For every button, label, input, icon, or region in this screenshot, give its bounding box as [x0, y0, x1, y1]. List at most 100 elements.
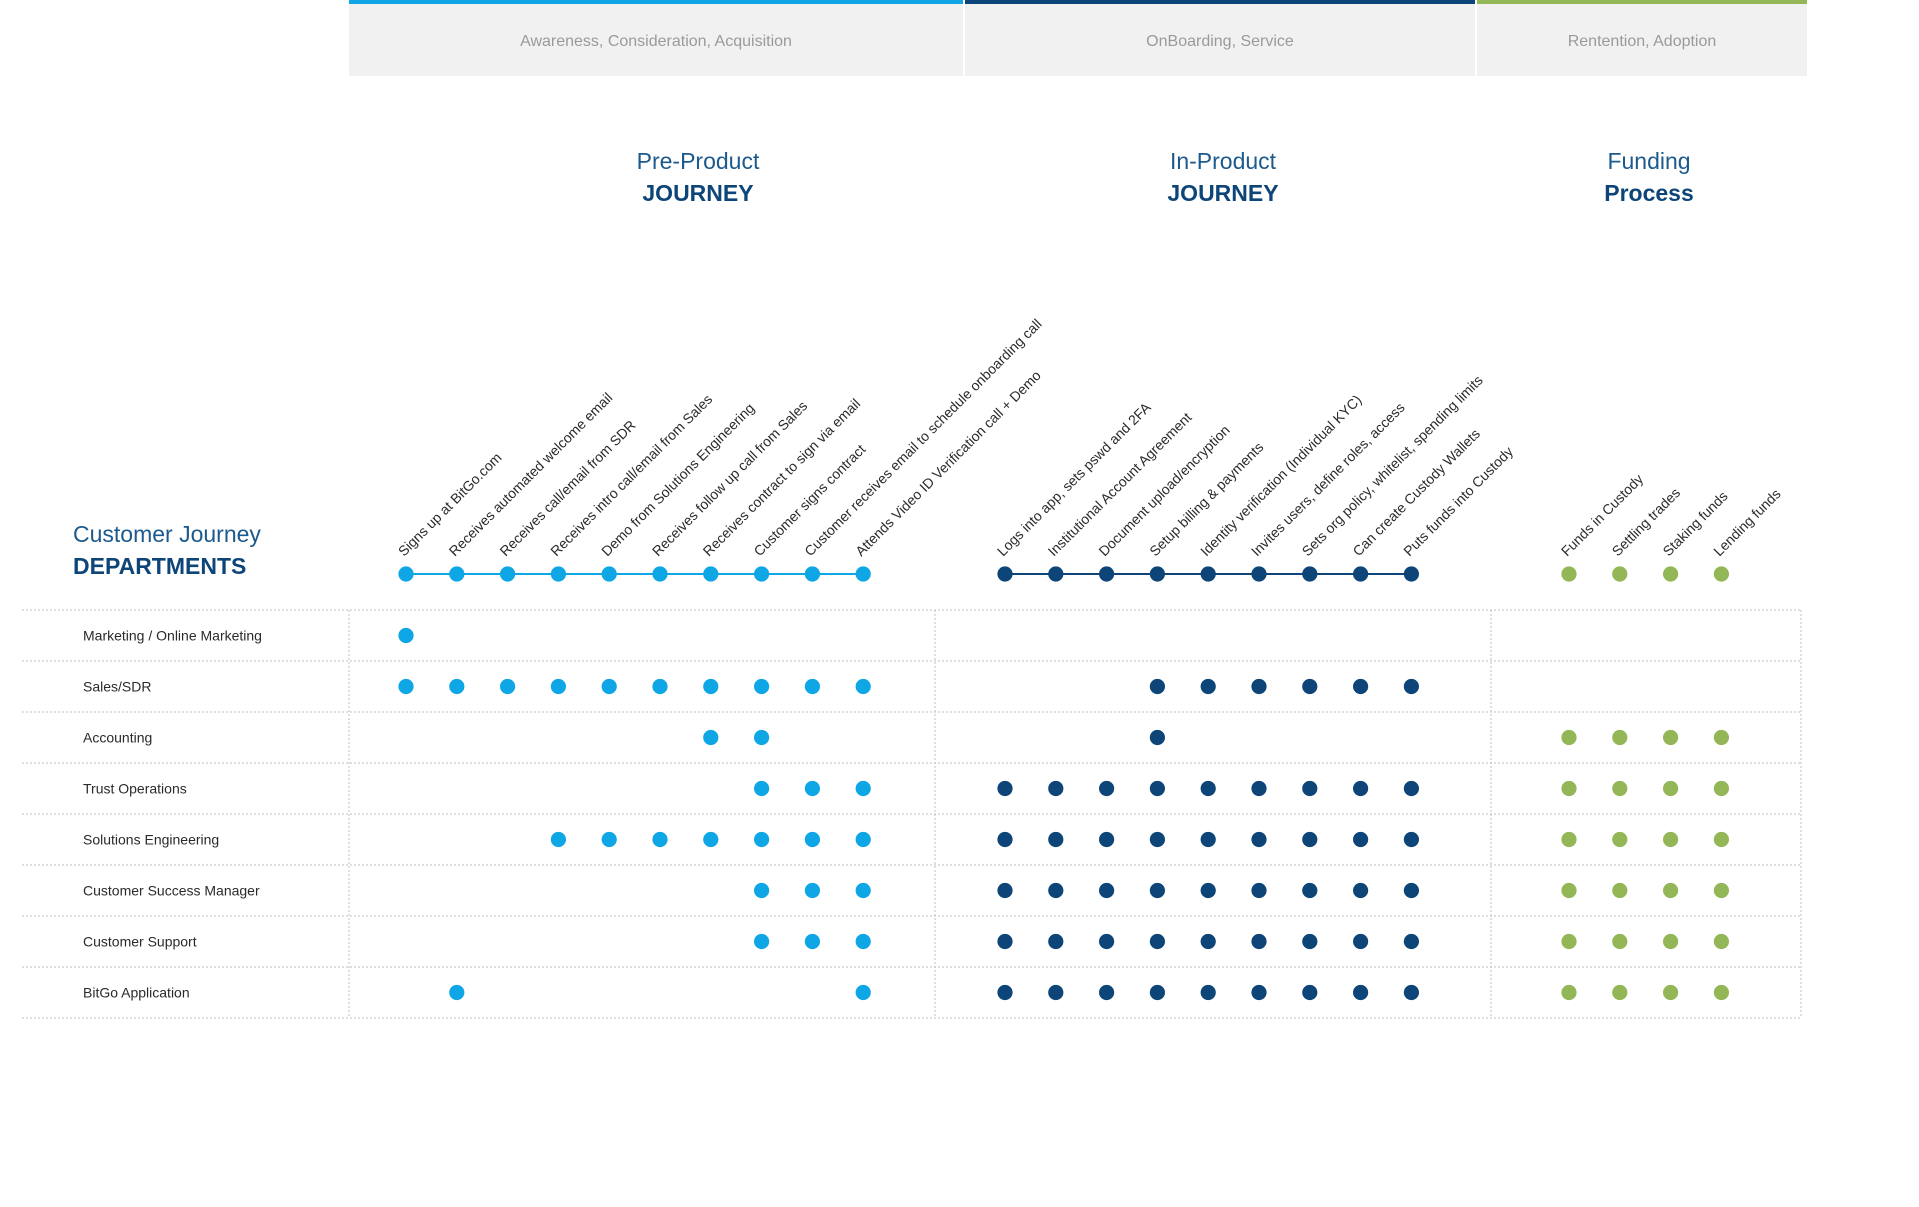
dept-dot-fund [1561, 780, 1577, 797]
dept-dot-pre [652, 831, 668, 848]
dept-dot-pre [754, 831, 770, 848]
dept-dot-pre [703, 678, 719, 695]
dept-dot-fund [1561, 882, 1577, 899]
dept-dot-in [1403, 780, 1419, 797]
dept-dot-fund [1561, 729, 1577, 746]
timeline-dot-in [1353, 566, 1369, 582]
dept-dot-in [1048, 933, 1064, 950]
dept-dot-pre [449, 678, 465, 695]
dept-dot-in [1353, 780, 1369, 797]
dept-dot-fund [1561, 831, 1577, 848]
timeline-dot-pre [855, 566, 871, 582]
phase-label-fund: Rentention, Adoption [1568, 33, 1717, 50]
dept-dot-fund [1612, 882, 1628, 899]
phase-label-in: OnBoarding, Service [1146, 33, 1294, 50]
dept-dot-fund [1612, 831, 1628, 848]
dept-dot-in [1048, 882, 1064, 899]
dept-dot-in [997, 831, 1013, 848]
dept-dot-in [1403, 933, 1419, 950]
dept-dot-in [1099, 984, 1115, 1001]
pre-product-subtitle: JOURNEY [642, 180, 753, 206]
dept-dot-in [1353, 984, 1369, 1001]
dept-dot-in [997, 882, 1013, 899]
department-label: BitGo Application [83, 985, 190, 1001]
dept-dot-in [1403, 882, 1419, 899]
dept-dot-pre [449, 984, 465, 1001]
dept-dot-pre [398, 678, 414, 695]
phase-bar-fund-accent [1477, 0, 1807, 4]
dept-dot-fund [1713, 729, 1729, 746]
timeline-dot-pre [500, 566, 516, 582]
dept-dot-in [1302, 831, 1318, 848]
pre-product-title: Pre-Product [637, 148, 760, 174]
dept-dot-pre [754, 780, 770, 797]
dept-dot-pre [804, 882, 821, 899]
in-product-subtitle: JOURNEY [1167, 180, 1278, 206]
dept-dot-pre [855, 882, 871, 899]
dept-dot-in [1048, 984, 1064, 1001]
dept-dot-pre [601, 831, 617, 848]
dept-dot-fund [1612, 780, 1628, 797]
timeline-dot-pre [398, 566, 414, 582]
phase-bar-pre-accent [349, 0, 963, 4]
step-label-pre: Customer receives email to schedule onbo… [801, 316, 1045, 560]
department-label: Solutions Engineering [83, 832, 219, 848]
timeline-dot-pre [601, 566, 617, 582]
dept-dot-pre [754, 678, 770, 695]
timeline-dot-fund [1663, 566, 1679, 582]
dept-dot-in [1149, 882, 1165, 899]
dept-dot-pre [550, 831, 567, 848]
timeline-dot-in [1200, 566, 1216, 582]
department-label: Trust Operations [83, 781, 187, 797]
dept-dot-pre [652, 678, 668, 695]
dept-dot-in [997, 780, 1013, 797]
dept-dot-in [1353, 933, 1369, 950]
dept-dot-in [1353, 882, 1369, 899]
department-step-dots [398, 627, 1729, 1001]
dept-dot-fund [1713, 933, 1729, 950]
dept-dot-pre [804, 933, 821, 950]
timeline-dot-in [1099, 566, 1115, 582]
dept-dot-in [1302, 882, 1318, 899]
dept-dot-pre [500, 678, 516, 695]
timeline-dot-in [1251, 566, 1267, 582]
department-grid [22, 609, 1802, 1019]
dept-dot-pre [855, 780, 871, 797]
dept-dot-in [1302, 933, 1318, 950]
dept-dot-in [1251, 984, 1267, 1001]
dept-dot-fund [1561, 984, 1577, 1001]
dept-dot-in [1403, 831, 1419, 848]
department-label: Accounting [83, 730, 152, 746]
dept-dot-in [1251, 780, 1267, 797]
dept-dot-pre [804, 678, 821, 695]
dept-dot-in [1200, 678, 1216, 695]
dept-dot-fund [1663, 882, 1679, 899]
dept-dot-pre [754, 882, 770, 899]
dept-dot-in [1200, 831, 1216, 848]
timeline-dot-pre [449, 566, 465, 582]
dept-dot-in [997, 933, 1013, 950]
dept-dot-fund [1663, 933, 1679, 950]
dept-dot-in [1149, 933, 1165, 950]
dept-dot-fund [1561, 933, 1577, 950]
dept-dot-in [1353, 831, 1369, 848]
dept-dot-in [1099, 780, 1115, 797]
dept-dot-in [1149, 984, 1165, 1001]
dept-dot-in [1200, 984, 1216, 1001]
dept-dot-in [1403, 984, 1419, 1001]
department-label: Customer Success Manager [83, 883, 260, 899]
funding-title: Funding [1607, 148, 1690, 174]
dept-dot-in [1099, 831, 1115, 848]
dept-dot-fund [1612, 984, 1628, 1001]
timeline-dot-in [997, 566, 1013, 582]
phase-bar-in: OnBoarding, Service [965, 0, 1475, 76]
timeline-dot-fund [1713, 566, 1729, 582]
dept-dot-fund [1713, 780, 1729, 797]
dept-dot-in [1149, 729, 1165, 746]
dept-dot-fund [1663, 831, 1679, 848]
timeline-dot-in [1302, 566, 1318, 582]
dept-dot-in [1251, 678, 1267, 695]
dept-dot-in [1302, 780, 1318, 797]
